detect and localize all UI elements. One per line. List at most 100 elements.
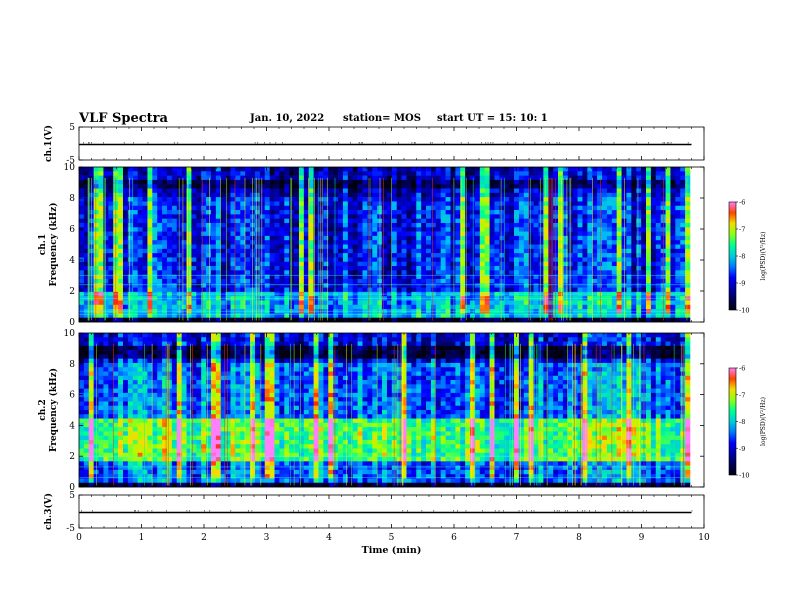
spectrogram-cell — [499, 214, 505, 219]
spectrogram-cell — [386, 257, 393, 263]
spectrogram-cell — [333, 248, 339, 254]
spectrogram-cell — [338, 257, 344, 263]
spectrogram-cell — [401, 171, 407, 176]
spectrogram-cell — [499, 171, 505, 176]
spectrogram-cell — [577, 266, 583, 271]
spectrogram-cell — [206, 248, 212, 254]
spectrogram-cell — [484, 175, 490, 181]
spectrogram-cell — [391, 167, 398, 172]
spectrogram-cell — [670, 278, 676, 284]
spectrogram-cell — [606, 167, 613, 172]
spectrogram-cell — [118, 266, 124, 271]
spectrogram-cell — [470, 205, 476, 211]
spectrogram-cell — [660, 171, 666, 176]
spectrogram-cell — [215, 274, 222, 280]
spectrogram-cell — [328, 283, 334, 288]
spectrogram-cell — [474, 184, 481, 189]
spectrogram-cell — [313, 248, 319, 254]
spectrogram-cell — [411, 222, 417, 228]
spectrogram-cell — [499, 270, 505, 275]
spectrogram-cell — [465, 179, 471, 185]
spectrogram-cell — [230, 317, 236, 323]
spectrogram-cell — [152, 257, 158, 263]
spectrogram-cell — [484, 222, 490, 228]
spectrogram-cell — [338, 313, 344, 318]
spectrogram-cell — [171, 261, 178, 267]
spectrogram-cell — [166, 304, 173, 310]
spectrogram-cell — [333, 175, 339, 181]
spectrogram-cell — [479, 197, 486, 202]
spectrogram-cell — [303, 240, 310, 245]
spectrogram-cell — [509, 184, 515, 189]
spectrogram-cell — [665, 270, 671, 275]
spectrogram-cell — [83, 253, 90, 258]
spectrogram-cell — [416, 266, 422, 271]
spectrogram-cell — [582, 205, 588, 211]
spectrogram-cell — [572, 313, 578, 318]
spectrogram-cell — [269, 261, 275, 267]
spectrogram-cell — [655, 179, 661, 185]
spectrogram-cell — [342, 179, 349, 185]
spectrogram-cell — [636, 274, 642, 280]
spectrogram-cell — [636, 304, 642, 310]
spectrogram-cell — [382, 175, 388, 181]
spectrogram-cell — [372, 257, 378, 263]
spectrogram-cell — [142, 278, 148, 284]
spectrogram-cell — [142, 201, 148, 207]
spectrogram-cell — [372, 244, 378, 250]
spectrogram-cell — [201, 266, 207, 271]
spectrogram-cell — [391, 317, 398, 323]
spectrogram-cell — [606, 248, 613, 254]
spectrogram-cell — [186, 167, 192, 172]
spectrogram-cell — [592, 192, 598, 198]
spectrogram-cell — [338, 175, 344, 181]
spectrogram-cell — [157, 167, 163, 172]
spectrogram-cell — [220, 261, 226, 267]
spectrogram-cell — [274, 287, 280, 293]
spectrogram-cell — [675, 266, 681, 271]
spectrogram-cell — [592, 248, 598, 254]
spectrogram-cell — [597, 274, 603, 280]
spectrogram-cell — [264, 287, 270, 293]
spectrogram-cell — [152, 175, 158, 181]
spectrogram-cell — [230, 266, 236, 271]
spectrogram-cell — [474, 240, 481, 245]
spectrogram-cell — [592, 261, 598, 267]
spectrogram-cell — [386, 317, 393, 323]
spectrogram-cell — [518, 240, 525, 245]
spectrogram-cell — [274, 244, 280, 250]
spectrogram-cell — [650, 270, 657, 275]
spectrogram-cell — [303, 266, 310, 271]
spectrogram-cell — [567, 205, 573, 211]
spectrogram-cell — [83, 175, 90, 181]
spectrogram-cell — [641, 171, 647, 176]
spectrogram-cell — [465, 257, 471, 263]
spectrogram-cell — [606, 205, 613, 211]
spectrogram-cell — [514, 231, 520, 237]
spectrogram-cell — [411, 261, 417, 267]
spectrogram-cell — [294, 210, 300, 215]
spectrogram-cell — [83, 266, 90, 271]
spectrogram-cell — [93, 222, 99, 228]
spectrogram-cell — [460, 266, 466, 271]
spectrogram-cell — [294, 304, 300, 310]
spectrogram-cell — [245, 214, 251, 219]
spectrogram-cell — [98, 266, 104, 271]
spectrogram-cell — [235, 175, 241, 181]
spectrogram-cell — [675, 218, 681, 224]
spectrogram-cell — [523, 184, 529, 189]
spectrogram-cell — [206, 171, 212, 176]
spectrogram-cell — [445, 240, 451, 245]
spectrogram-cell — [142, 300, 148, 306]
spectrogram-cell — [79, 313, 85, 318]
spectrogram-cell — [279, 278, 285, 284]
spectrogram-cell — [675, 171, 681, 176]
spectrogram-cell — [98, 274, 104, 280]
spectrogram-cell — [504, 214, 510, 219]
spectrogram-cell — [196, 253, 202, 258]
spectrogram-cell — [646, 197, 652, 202]
spectrogram-cell — [489, 244, 495, 250]
spectrogram-cell — [357, 274, 363, 280]
spectrogram-cell — [225, 304, 231, 310]
spectrogram-cell — [484, 167, 490, 172]
